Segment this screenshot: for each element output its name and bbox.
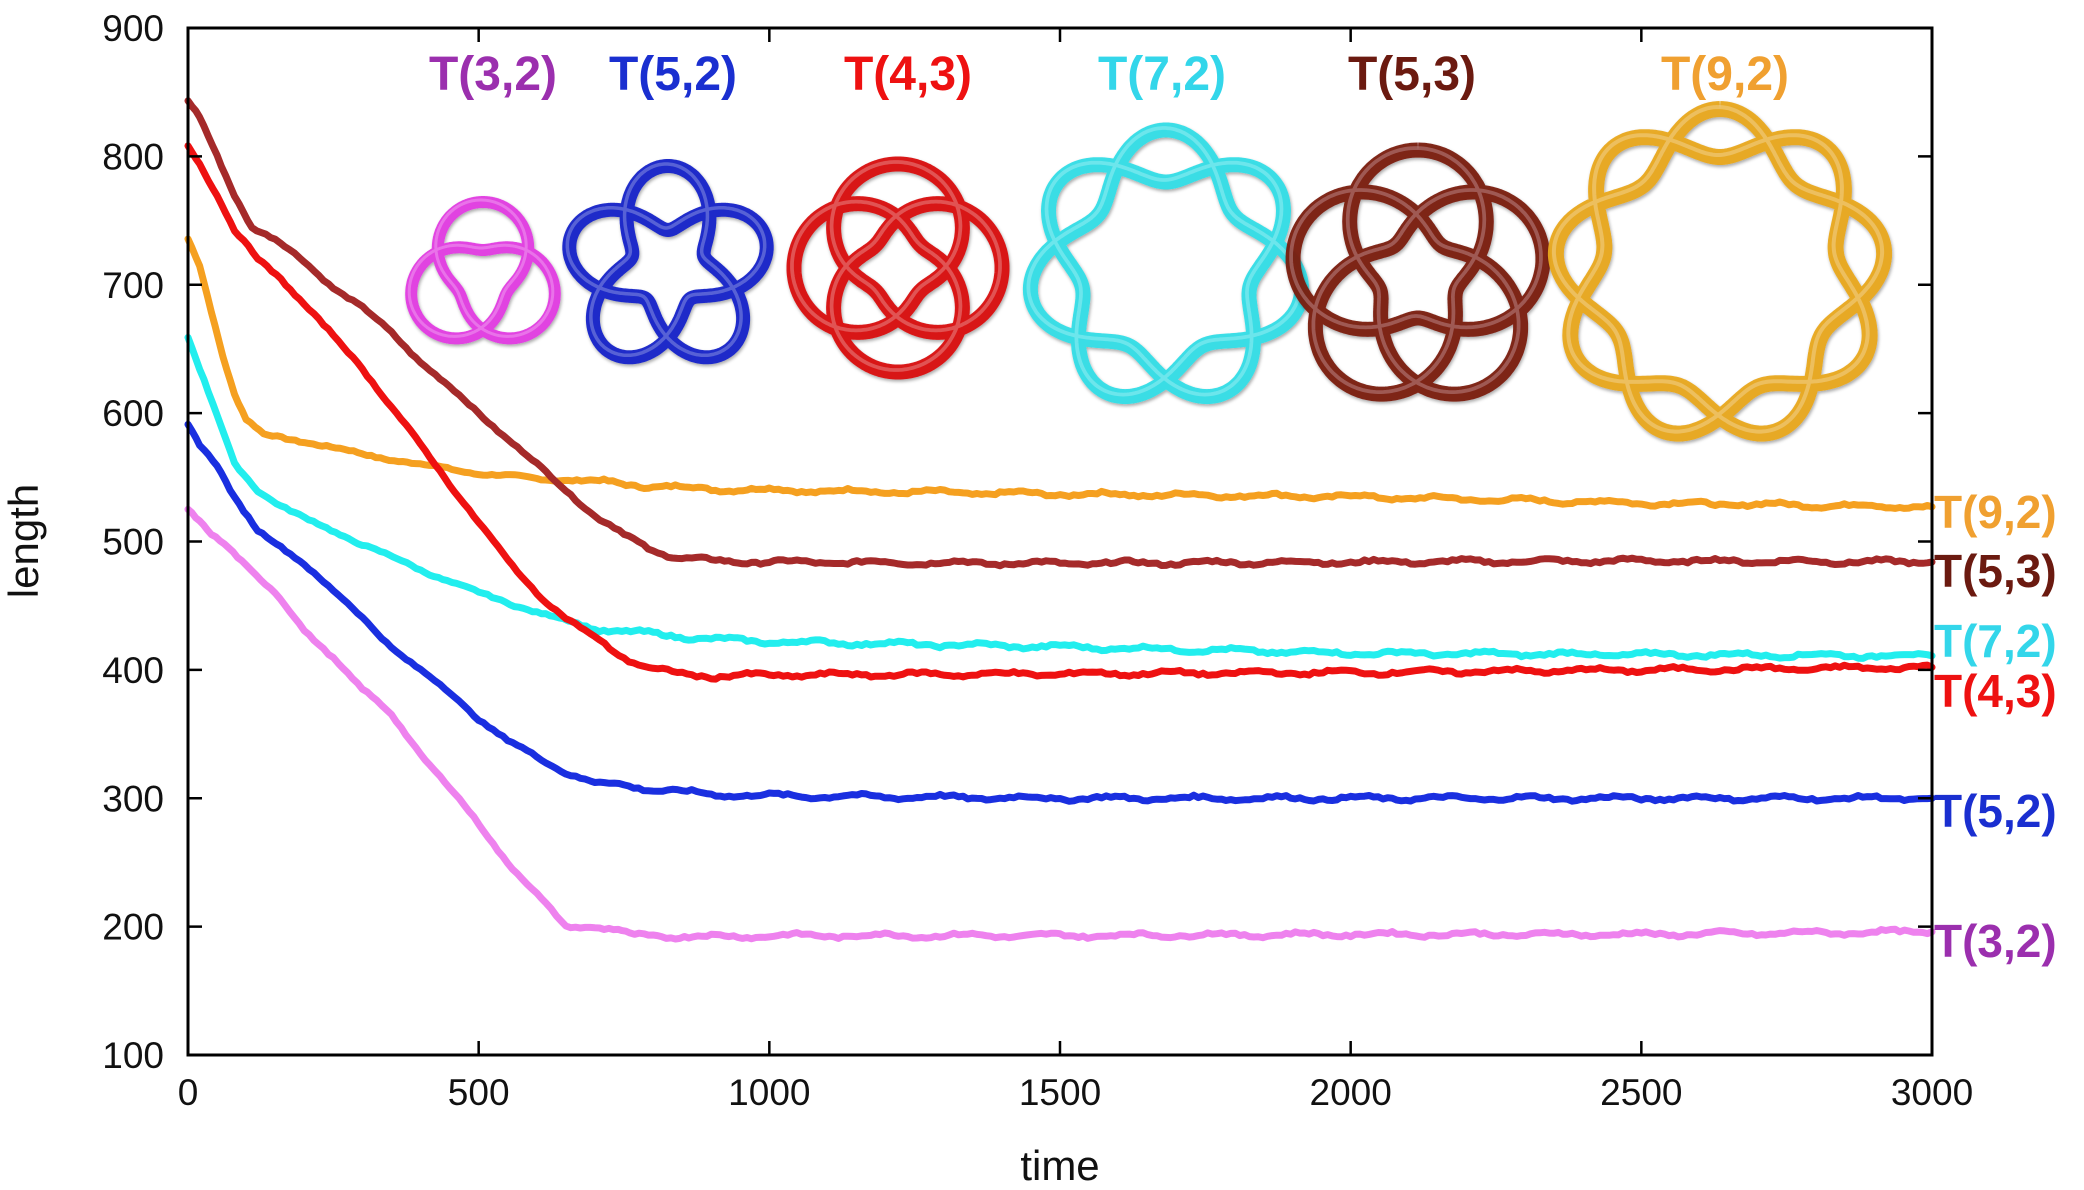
knot-diagram-32 bbox=[405, 196, 561, 345]
knot-title-52: T(5,2) bbox=[609, 48, 737, 101]
knot-title-32: T(3,2) bbox=[429, 48, 557, 101]
y-tick-label: 200 bbox=[102, 907, 164, 948]
knot-illustrations bbox=[405, 101, 1893, 442]
y-tick-label: 300 bbox=[102, 778, 164, 819]
y-tick-label: 400 bbox=[102, 650, 164, 691]
ticks-layer: 0 500 1000 1500 2000 2500 3000 100 200 300 400 500 6… bbox=[102, 8, 1973, 1113]
end-label-32: T(3,2) bbox=[1934, 915, 2057, 967]
knot-title-53: T(5,3) bbox=[1348, 48, 1476, 101]
end-label-52: T(5,2) bbox=[1934, 785, 2057, 837]
knot-diagram-52 bbox=[562, 159, 774, 365]
end-label-72: T(7,2) bbox=[1934, 615, 2057, 667]
x-tick-label: 2000 bbox=[1310, 1072, 1392, 1113]
x-tick-label: 2500 bbox=[1600, 1072, 1682, 1113]
labels-layer: T(3,2) T(5,2) T(4,3) T(7,2) T(5,3) T(9,2)T(9,… bbox=[429, 48, 2057, 967]
x-tick-label: 1500 bbox=[1019, 1072, 1101, 1113]
x-axis-title: time bbox=[1020, 1142, 1099, 1189]
series-line-53 bbox=[184, 97, 1936, 570]
knot-diagram-72 bbox=[1022, 122, 1310, 405]
y-tick-label: 900 bbox=[102, 8, 164, 49]
x-tick-label: 0 bbox=[178, 1072, 199, 1113]
y-tick-label: 600 bbox=[102, 393, 164, 434]
end-label-53: T(5,3) bbox=[1934, 545, 2057, 597]
knot-title-92: T(9,2) bbox=[1661, 48, 1789, 101]
series-line-72 bbox=[184, 333, 1936, 662]
y-tick-label: 700 bbox=[102, 265, 164, 306]
knot-diagram-53 bbox=[1285, 142, 1551, 402]
series-line-52 bbox=[184, 420, 1936, 805]
y-tick-label: 800 bbox=[102, 136, 164, 177]
x-tick-label: 3000 bbox=[1891, 1072, 1973, 1113]
knot-title-43: T(4,3) bbox=[844, 48, 972, 101]
y-axis-title: length bbox=[0, 484, 47, 598]
series-layer bbox=[184, 97, 1936, 943]
knot-title-72: T(7,2) bbox=[1098, 48, 1226, 101]
knot-diagram-43 bbox=[786, 156, 1010, 380]
x-tick-label: 1000 bbox=[728, 1072, 810, 1113]
y-tick-label: 100 bbox=[102, 1035, 164, 1076]
series-line-43 bbox=[184, 142, 1936, 683]
series-line-92 bbox=[184, 235, 1936, 512]
y-tick-label: 500 bbox=[102, 522, 164, 563]
knot-diagram-92 bbox=[1547, 101, 1893, 442]
end-label-43: T(4,3) bbox=[1934, 665, 2057, 717]
series-line-32 bbox=[184, 505, 1936, 943]
end-label-92: T(9,2) bbox=[1934, 486, 2057, 538]
x-tick-label: 500 bbox=[448, 1072, 510, 1113]
